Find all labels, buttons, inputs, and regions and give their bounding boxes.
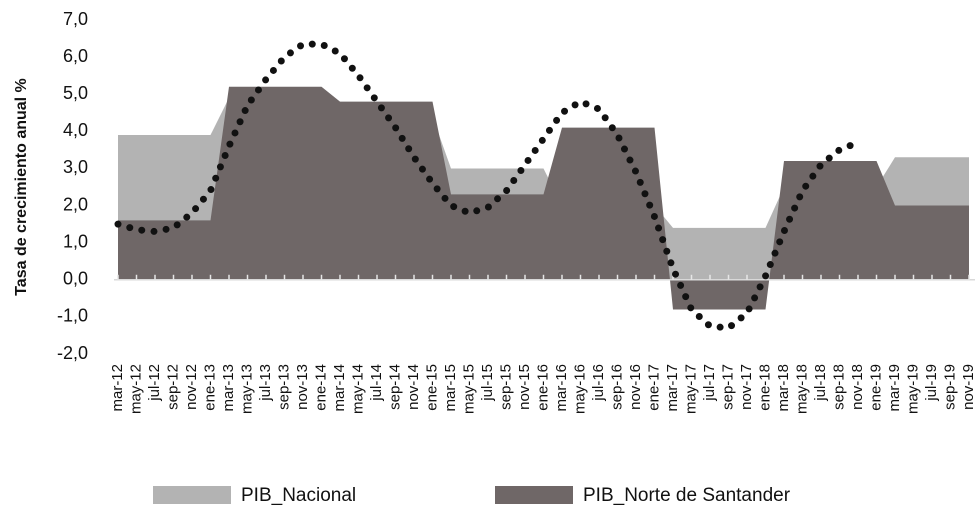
y-tick-label: 6,0 bbox=[63, 46, 88, 66]
line bbox=[114, 40, 862, 332]
y-tick-label: 2,0 bbox=[63, 194, 88, 214]
x-tick-label: sep-15 bbox=[497, 364, 514, 410]
x-tick-label: jul-12 bbox=[146, 364, 163, 402]
y-tick-label: -2,0 bbox=[57, 343, 88, 363]
area bbox=[118, 86, 969, 310]
legend-swatch bbox=[495, 486, 573, 504]
x-tick-label: mar-16 bbox=[553, 364, 570, 412]
x-tick-label: nov-15 bbox=[516, 364, 533, 410]
x-tick-label: sep-16 bbox=[608, 364, 625, 410]
x-tick-label: may-16 bbox=[571, 364, 588, 414]
x-tick-label: jul-19 bbox=[923, 364, 940, 402]
x-tick-label: nov-16 bbox=[627, 364, 644, 410]
y-tick-label: -1,0 bbox=[57, 306, 88, 326]
y-tick-label: 1,0 bbox=[63, 231, 88, 251]
x-tick-label: mar-17 bbox=[664, 364, 681, 412]
x-tick-label: mar-18 bbox=[775, 364, 792, 412]
y-tick-label: 4,0 bbox=[63, 120, 88, 140]
x-tick-label: jul-15 bbox=[479, 364, 496, 402]
x-tick-label: ene-19 bbox=[867, 364, 884, 411]
x-tick-label: nov-18 bbox=[849, 364, 866, 410]
x-tick-label: mar-14 bbox=[331, 364, 348, 412]
x-tick-label: mar-19 bbox=[886, 364, 903, 412]
x-tick-label: nov-17 bbox=[738, 364, 755, 410]
x-tick-label: nov-13 bbox=[294, 364, 311, 410]
x-tick-label: jul-14 bbox=[368, 364, 385, 402]
x-tick-label: nov-14 bbox=[405, 364, 422, 410]
x-tick-label: may-14 bbox=[349, 364, 366, 414]
x-tick-label: may-12 bbox=[127, 364, 144, 414]
x-tick-label: ene-13 bbox=[201, 364, 218, 411]
x-tick-label: sep-18 bbox=[830, 364, 847, 410]
x-tick-label: may-13 bbox=[238, 364, 255, 414]
x-tick-label: jul-18 bbox=[812, 364, 829, 402]
x-tick-label: ene-16 bbox=[534, 364, 551, 411]
legend-swatch bbox=[153, 486, 231, 504]
x-tick-label: mar-15 bbox=[442, 364, 459, 412]
x-tick-label: may-17 bbox=[682, 364, 699, 414]
x-tick-label: may-18 bbox=[793, 364, 810, 414]
x-tick-label: nov-19 bbox=[960, 364, 975, 410]
x-tick-label: jul-17 bbox=[701, 364, 718, 402]
x-tick-label: jul-16 bbox=[590, 364, 607, 402]
legend-label: PIB_Nacional bbox=[241, 485, 356, 506]
legend-label: PIB_Norte de Santander bbox=[583, 485, 791, 506]
x-tick-label: nov-12 bbox=[183, 364, 200, 410]
x-tick-label: sep-17 bbox=[719, 364, 736, 410]
y-tick-label: 0,0 bbox=[63, 269, 88, 289]
y-tick-label: 5,0 bbox=[63, 83, 88, 103]
y-tick-label: 7,0 bbox=[63, 9, 88, 29]
x-tick-label: mar-13 bbox=[220, 364, 237, 412]
x-tick-label: may-15 bbox=[460, 364, 477, 414]
x-tick-label: ene-14 bbox=[312, 364, 329, 411]
x-tick-label: jul-13 bbox=[257, 364, 274, 402]
y-axis-label: Tasa de crecimiento anual % bbox=[13, 78, 30, 296]
x-tick-label: ene-17 bbox=[645, 364, 662, 411]
x-tick-label: sep-14 bbox=[386, 364, 403, 410]
x-tick-label: sep-19 bbox=[941, 364, 958, 410]
x-tick-label: sep-12 bbox=[164, 364, 181, 410]
y-tick-label: 3,0 bbox=[63, 157, 88, 177]
x-tick-label: sep-13 bbox=[275, 364, 292, 410]
x-tick-label: mar-12 bbox=[109, 364, 126, 412]
x-tick-label: ene-15 bbox=[423, 364, 440, 411]
x-tick-label: ene-18 bbox=[756, 364, 773, 411]
x-tick-label: may-19 bbox=[904, 364, 921, 414]
